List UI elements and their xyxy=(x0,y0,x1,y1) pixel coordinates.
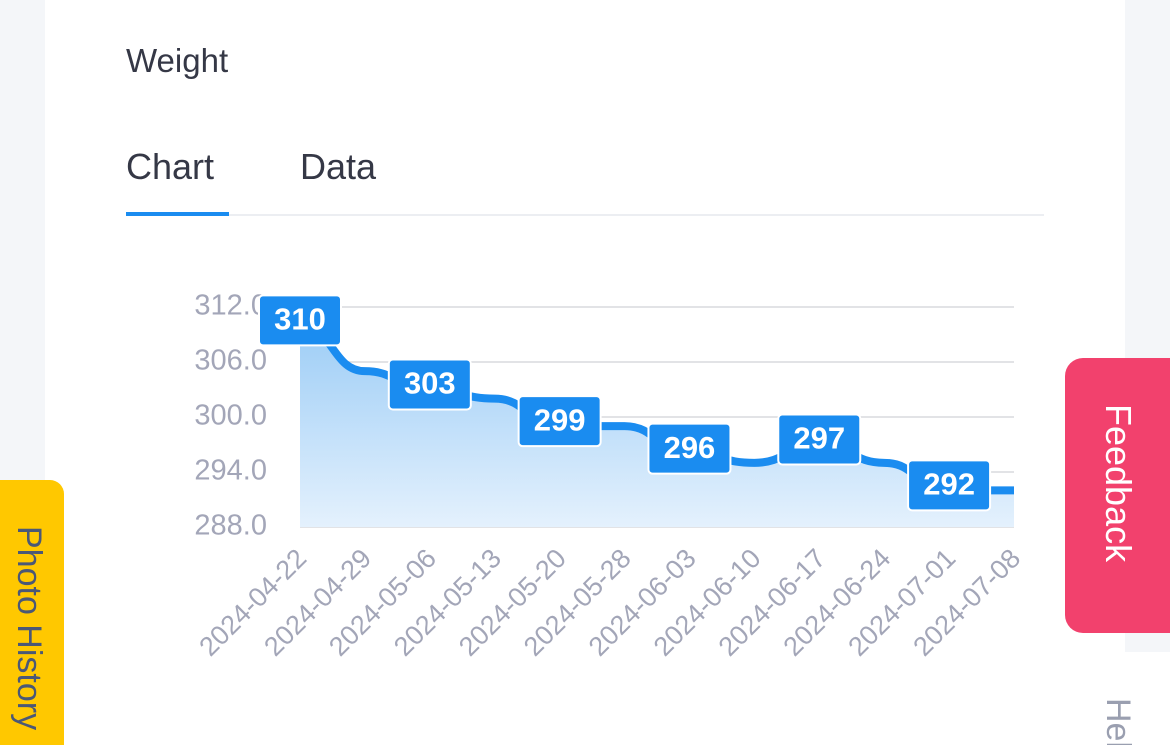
data-label: 310 xyxy=(258,294,342,347)
data-label-box xyxy=(258,294,342,347)
area xyxy=(300,325,1014,527)
button-label: Feedback xyxy=(1098,404,1139,563)
data-label-box xyxy=(387,358,472,411)
data-label-text: 292 xyxy=(923,467,975,502)
y-tick-label: 300.0 xyxy=(194,400,267,432)
button-label: Help xyxy=(1099,698,1137,745)
tab-divider xyxy=(126,214,1044,216)
data-label-box xyxy=(777,413,862,466)
y-tick-label: 294.0 xyxy=(194,455,267,487)
data-label: 296 xyxy=(647,422,732,475)
data-label: 297 xyxy=(777,413,862,466)
button-label: Photo History xyxy=(10,526,48,731)
feedback-button[interactable]: Feedback xyxy=(1065,358,1170,633)
data-label-text: 297 xyxy=(793,421,845,456)
tab[interactable]: Chart xyxy=(126,146,215,187)
data-label: 299 xyxy=(517,395,602,448)
data-label-text: 296 xyxy=(664,430,716,465)
help-button[interactable]: Help xyxy=(1065,652,1170,745)
data-label-box xyxy=(517,395,602,448)
y-tick-label: 288.0 xyxy=(194,510,267,542)
data-label-box xyxy=(647,422,732,475)
card xyxy=(45,0,1125,745)
y-tick-label: 312.0 xyxy=(194,290,267,322)
tab-indicator xyxy=(126,212,229,216)
data-label-text: 310 xyxy=(274,302,326,337)
tab[interactable]: Data xyxy=(300,146,377,187)
photo-history-button[interactable]: Photo History xyxy=(0,480,64,745)
data-label: 303 xyxy=(387,358,472,411)
data-label-box xyxy=(907,459,992,512)
section-title: Weight xyxy=(126,42,229,79)
data-label-text: 299 xyxy=(534,402,586,437)
y-tick-label: 306.0 xyxy=(194,345,267,377)
data-label: 292 xyxy=(907,459,992,512)
data-label-text: 303 xyxy=(404,366,456,401)
